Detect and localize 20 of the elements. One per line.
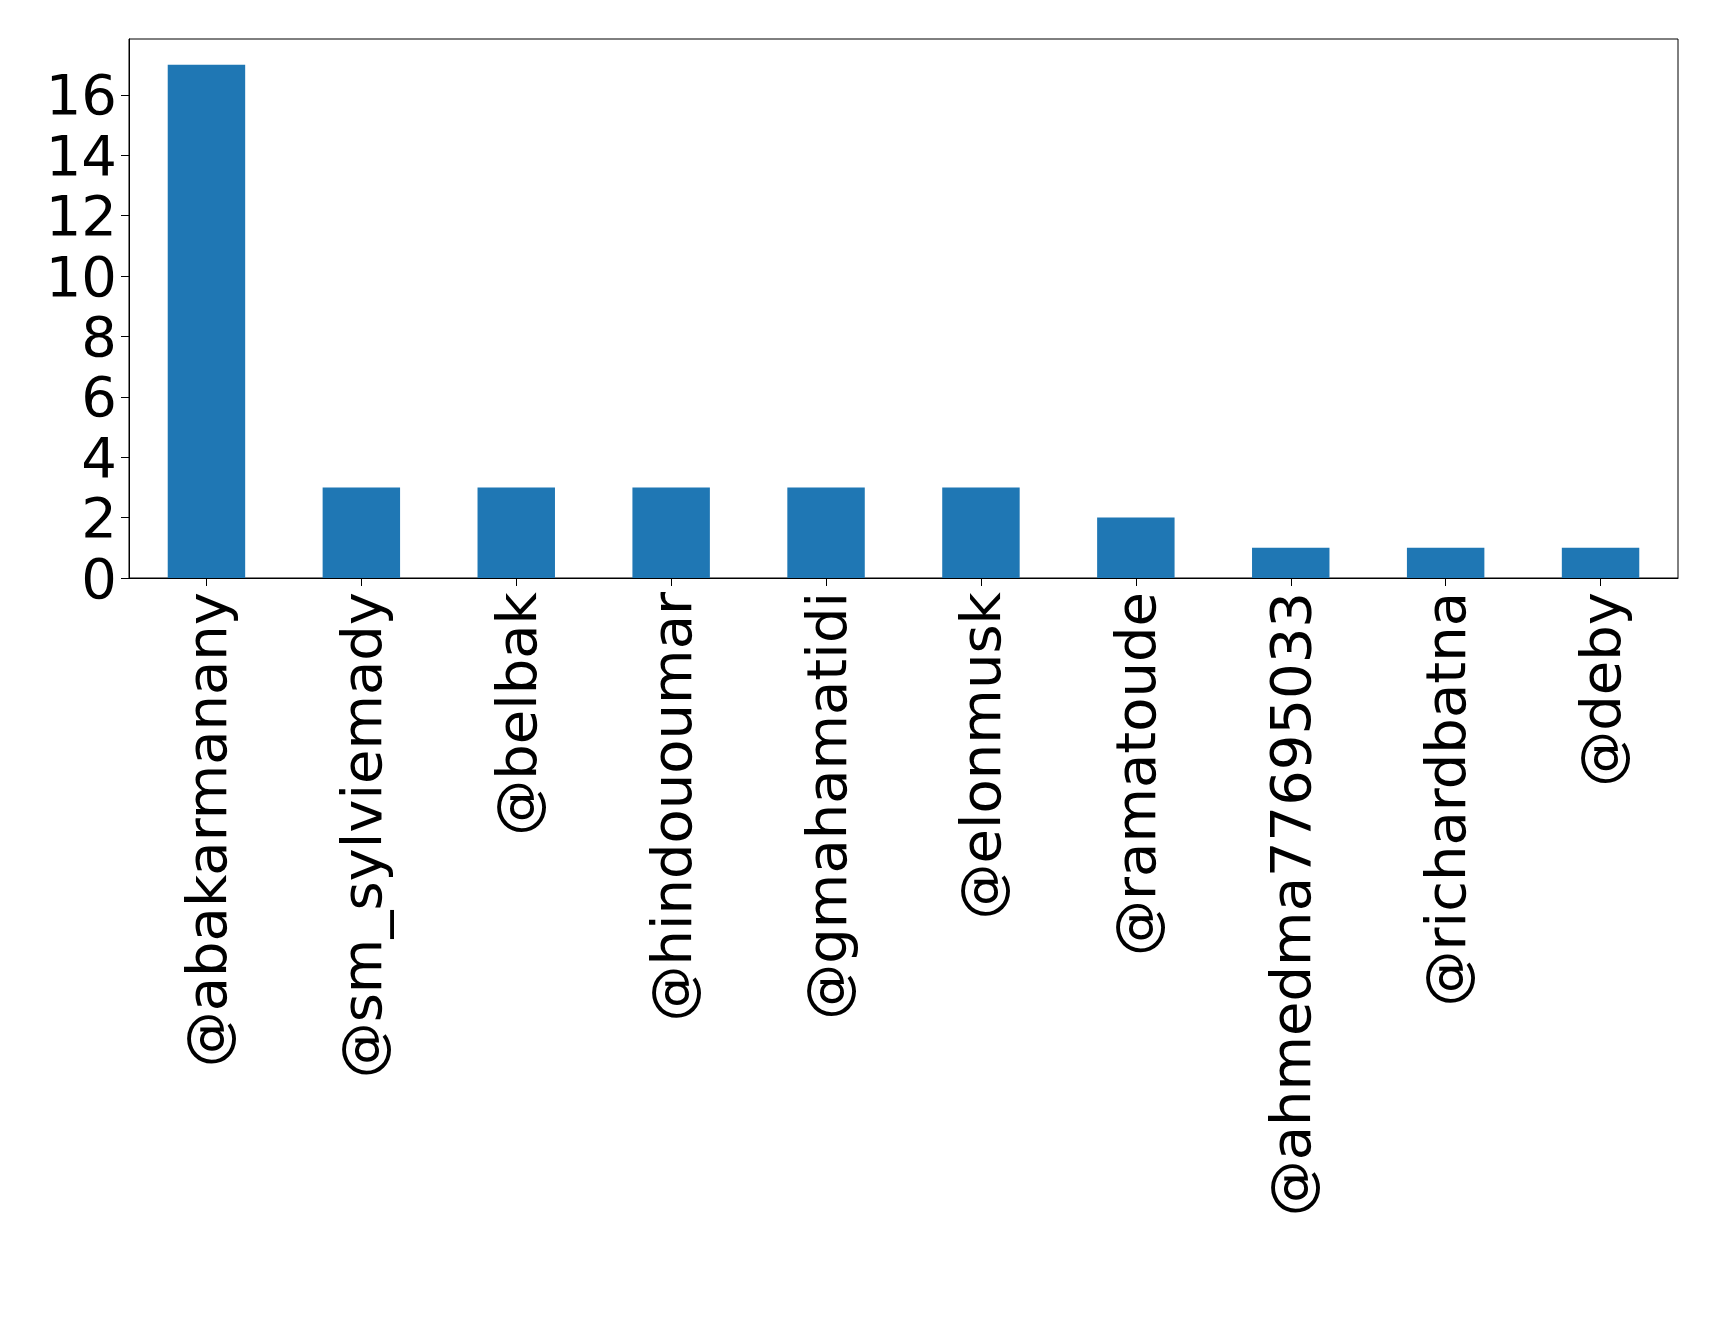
bar [1406,547,1485,578]
bar [942,487,1020,578]
x-tick-label: @sm_sylviemady [328,592,394,1079]
bar [477,487,555,578]
x-tick-label: @elonmusk [948,591,1014,920]
x-tick-label: @richardbatna [1413,592,1479,1007]
x-tick-label: @ramatoude [1103,592,1169,956]
bar [322,487,401,578]
x-tick-label: @ahmedma77695033 [1258,592,1324,1217]
x-tick-label: @gmahamatidi [793,592,859,1020]
bar [167,64,246,578]
bar [1252,547,1330,578]
bar [632,487,710,578]
bar [1097,517,1175,578]
bar [1561,547,1640,578]
x-tick-label: @hindououmar [638,591,704,1022]
x-tick-label: @deby [1568,592,1634,787]
bar [787,487,865,578]
x-tick-label: @abakarmanany [173,592,239,1068]
x-tick-label: @belbak [483,591,549,836]
